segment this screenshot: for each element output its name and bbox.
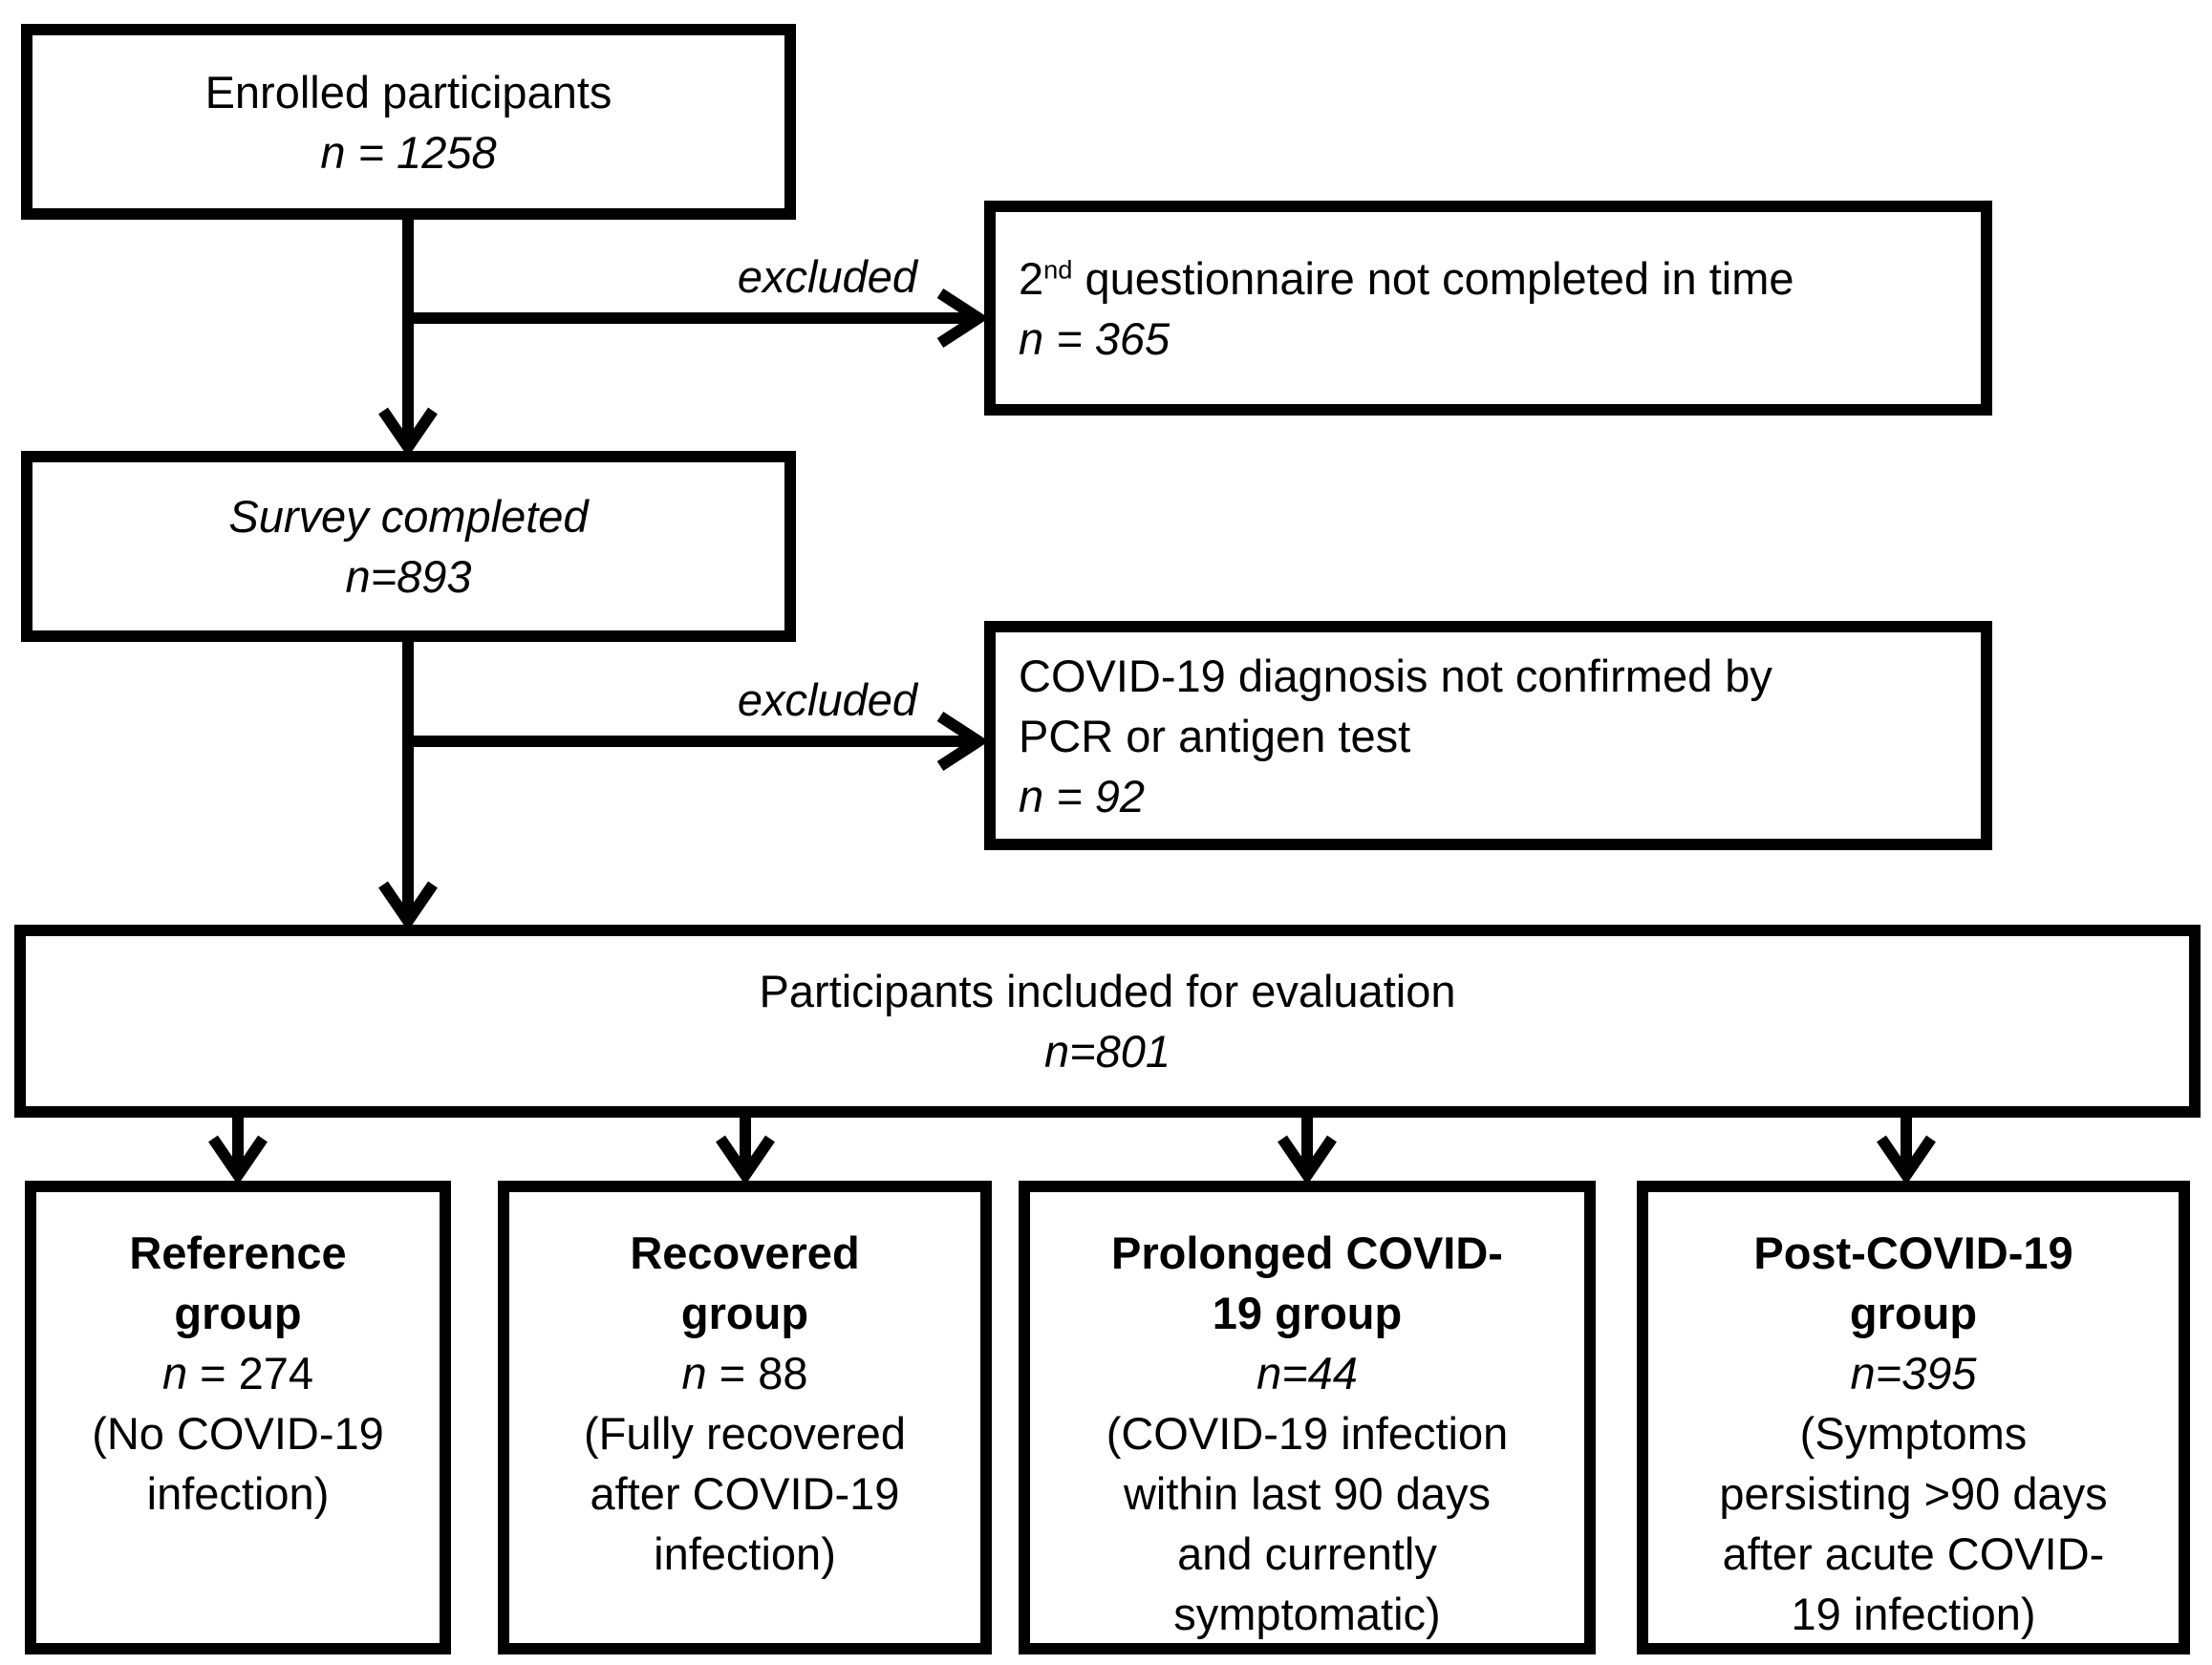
- text-run: (COVID-19 infection: [1106, 1408, 1509, 1459]
- text-run: Prolonged COVID-: [1111, 1227, 1503, 1278]
- text-run: Survey completed: [228, 491, 589, 542]
- text-line: within last 90 days: [1124, 1463, 1491, 1524]
- text-run: n=801: [1043, 1026, 1170, 1077]
- text-line: 2nd questionnaire not completed in time: [1019, 248, 1794, 309]
- text-run: (Symptoms: [1799, 1408, 2028, 1459]
- text-line: PCR or antigen test: [1019, 706, 1410, 766]
- text-run: infection): [146, 1468, 330, 1519]
- text-line: persisting >90 days: [1719, 1463, 2107, 1524]
- text-line: n = 274: [162, 1343, 313, 1403]
- box-prolonged-covid-19-group: Prolonged COVID- 19 group n=44 (COVID-19 in…: [1019, 1181, 1596, 1654]
- box-excluded-no-pcr-confirmation: COVID-19 diagnosis not confirmed by PCR o…: [984, 621, 1992, 850]
- text-run: group: [174, 1288, 302, 1338]
- arrowhead-down-3-icon: [208, 1135, 268, 1185]
- text-run: after acute COVID-: [1722, 1528, 2105, 1579]
- arrowhead-right-2-icon: [936, 711, 990, 772]
- box-survey-completed: Survey completed n=893: [21, 451, 796, 642]
- box-post-covid-19-group: Post-COVID-19 group n=395 (Symptoms persisti…: [1637, 1181, 2190, 1654]
- text-run: COVID-19 diagnosis not confirmed by: [1019, 650, 1772, 701]
- text-run: = 88: [706, 1348, 808, 1398]
- text-run: persisting >90 days: [1719, 1468, 2108, 1519]
- text-run: 2: [1019, 252, 1044, 304]
- text-run: 19 group: [1212, 1288, 1403, 1338]
- text-line: symptomatic): [1173, 1584, 1440, 1644]
- box-participants-included: Participants included for evaluation n=80…: [14, 925, 2201, 1118]
- text-line: n=893: [345, 546, 471, 607]
- text-line: Recovered: [630, 1223, 859, 1283]
- text-run: group: [680, 1288, 809, 1338]
- text-line: n = 365: [1019, 309, 1170, 369]
- text-line: group: [1850, 1283, 1977, 1343]
- text-run: n: [161, 1348, 188, 1398]
- text-line: Survey completed: [228, 486, 588, 546]
- text-line: Prolonged COVID-: [1111, 1223, 1503, 1283]
- text-run: PCR or antigen test: [1019, 710, 1411, 761]
- text-line: n=395: [1850, 1343, 1976, 1403]
- text-run: after COVID-19: [590, 1468, 900, 1519]
- text-run: n=395: [1850, 1348, 1977, 1398]
- text-line: Reference: [129, 1223, 346, 1283]
- text-run: n = 92: [1019, 770, 1145, 822]
- text-line: Enrolled participants: [205, 62, 612, 122]
- text-line: n=801: [1044, 1021, 1170, 1081]
- text-line: (Symptoms: [1800, 1403, 2028, 1463]
- text-line: 19 infection): [1791, 1584, 2035, 1644]
- text-line: n=44: [1256, 1343, 1358, 1403]
- box-enrolled-participants: Enrolled participants n = 1258: [21, 24, 796, 220]
- arrowhead-down-1-icon: [378, 407, 438, 458]
- text-line: 19 group: [1213, 1283, 1402, 1343]
- text-run: = 274: [187, 1348, 314, 1398]
- text-line: (Fully recovered: [584, 1403, 906, 1463]
- arrowhead-down-6-icon: [1877, 1135, 1936, 1185]
- text-run: Participants included for evaluation: [759, 966, 1456, 1016]
- text-run: 19 infection): [1791, 1589, 2036, 1639]
- text-run: (No COVID-19: [92, 1408, 384, 1459]
- excluded-label-2: excluded: [737, 674, 917, 725]
- text-run: group: [1849, 1288, 1978, 1338]
- text-line: n = 1258: [320, 122, 496, 182]
- text-line: group: [681, 1283, 808, 1343]
- text-run: nd: [1043, 253, 1073, 284]
- text-run: within last 90 days: [1123, 1468, 1492, 1519]
- text-run: n = 1258: [320, 126, 497, 178]
- text-run: Reference: [129, 1227, 347, 1278]
- text-line: after acute COVID-: [1723, 1524, 2105, 1584]
- text-run: n=893: [345, 551, 472, 602]
- text-line: group: [174, 1283, 301, 1343]
- text-run: infection): [654, 1528, 836, 1579]
- arrowhead-down-5-icon: [1278, 1135, 1337, 1185]
- text-line: infection): [147, 1463, 330, 1524]
- text-run: Post-COVID-19: [1753, 1227, 2073, 1278]
- text-run: n=44: [1256, 1348, 1358, 1398]
- text-line: Participants included for evaluation: [760, 961, 1456, 1021]
- text-run: and currently: [1177, 1528, 1437, 1579]
- text-line: COVID-19 diagnosis not confirmed by: [1019, 646, 1772, 706]
- arrowhead-down-4-icon: [716, 1135, 775, 1185]
- text-run: questionnaire not completed in time: [1072, 252, 1794, 304]
- arrowhead-down-2-icon: [378, 881, 438, 931]
- arrowhead-right-1-icon: [936, 288, 990, 349]
- text-run: Enrolled participants: [204, 66, 612, 117]
- box-recovered-group: Recovered group n = 88 (Fully recovered afte…: [498, 1181, 992, 1654]
- text-line: (COVID-19 infection: [1106, 1403, 1509, 1463]
- text-run: Recovered: [630, 1227, 860, 1278]
- text-line: n = 88: [682, 1343, 808, 1403]
- text-line: (No COVID-19: [92, 1403, 384, 1463]
- text-run: n: [681, 1348, 707, 1398]
- text-run: n = 365: [1019, 312, 1170, 364]
- text-line: after COVID-19: [591, 1463, 900, 1524]
- text-run: symptomatic): [1173, 1589, 1441, 1639]
- text-run: (Fully recovered: [584, 1408, 906, 1459]
- text-line: and currently: [1177, 1524, 1437, 1584]
- box-reference-group: Reference group n = 274 (No COVID-19 infecti…: [25, 1181, 451, 1654]
- text-line: infection): [654, 1524, 836, 1584]
- box-excluded-questionnaire: 2nd questionnaire not completed in time n…: [984, 201, 1992, 416]
- text-line: n = 92: [1019, 766, 1145, 826]
- excluded-label-1: excluded: [737, 251, 917, 302]
- text-line: Post-COVID-19: [1753, 1223, 2072, 1283]
